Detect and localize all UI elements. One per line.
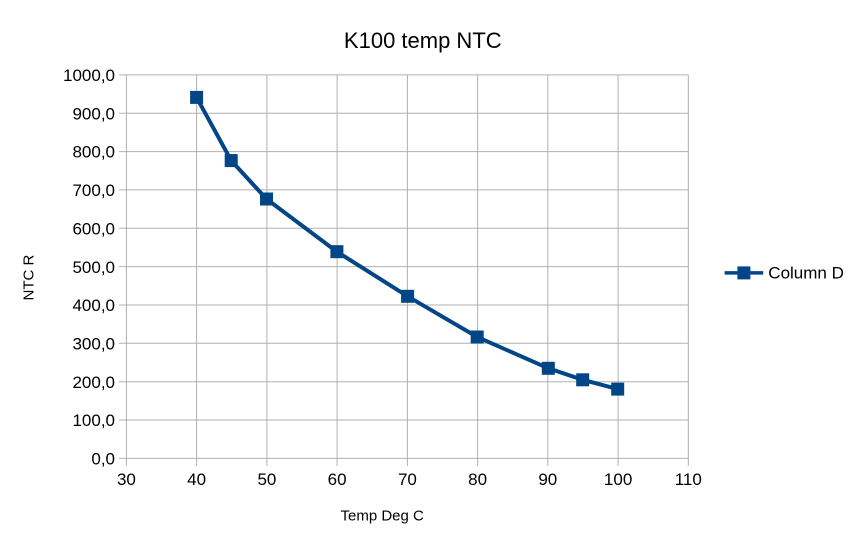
svg-text:K100 temp NTC: K100 temp NTC [344,28,502,53]
svg-text:40: 40 [187,470,206,489]
svg-text:500,0: 500,0 [72,258,115,277]
svg-text:50: 50 [257,470,276,489]
svg-text:600,0: 600,0 [72,219,115,238]
svg-text:Temp Deg C: Temp Deg C [341,508,425,525]
svg-text:80: 80 [468,470,487,489]
svg-text:0,0: 0,0 [91,450,115,469]
svg-text:90: 90 [538,470,557,489]
svg-text:110: 110 [675,470,702,489]
svg-text:Column D: Column D [768,263,844,282]
svg-text:400,0: 400,0 [72,296,115,315]
svg-text:800,0: 800,0 [72,143,115,162]
svg-text:30: 30 [117,470,136,489]
svg-text:100: 100 [604,470,632,489]
svg-text:700,0: 700,0 [72,181,115,200]
svg-text:60: 60 [328,470,347,489]
svg-text:100,0: 100,0 [72,411,115,430]
svg-text:900,0: 900,0 [72,104,115,123]
svg-text:200,0: 200,0 [72,373,115,392]
svg-text:300,0: 300,0 [72,334,115,353]
svg-text:70: 70 [398,470,417,489]
svg-text:NTC R: NTC R [20,255,37,301]
svg-text:1000,0: 1000,0 [63,66,115,85]
